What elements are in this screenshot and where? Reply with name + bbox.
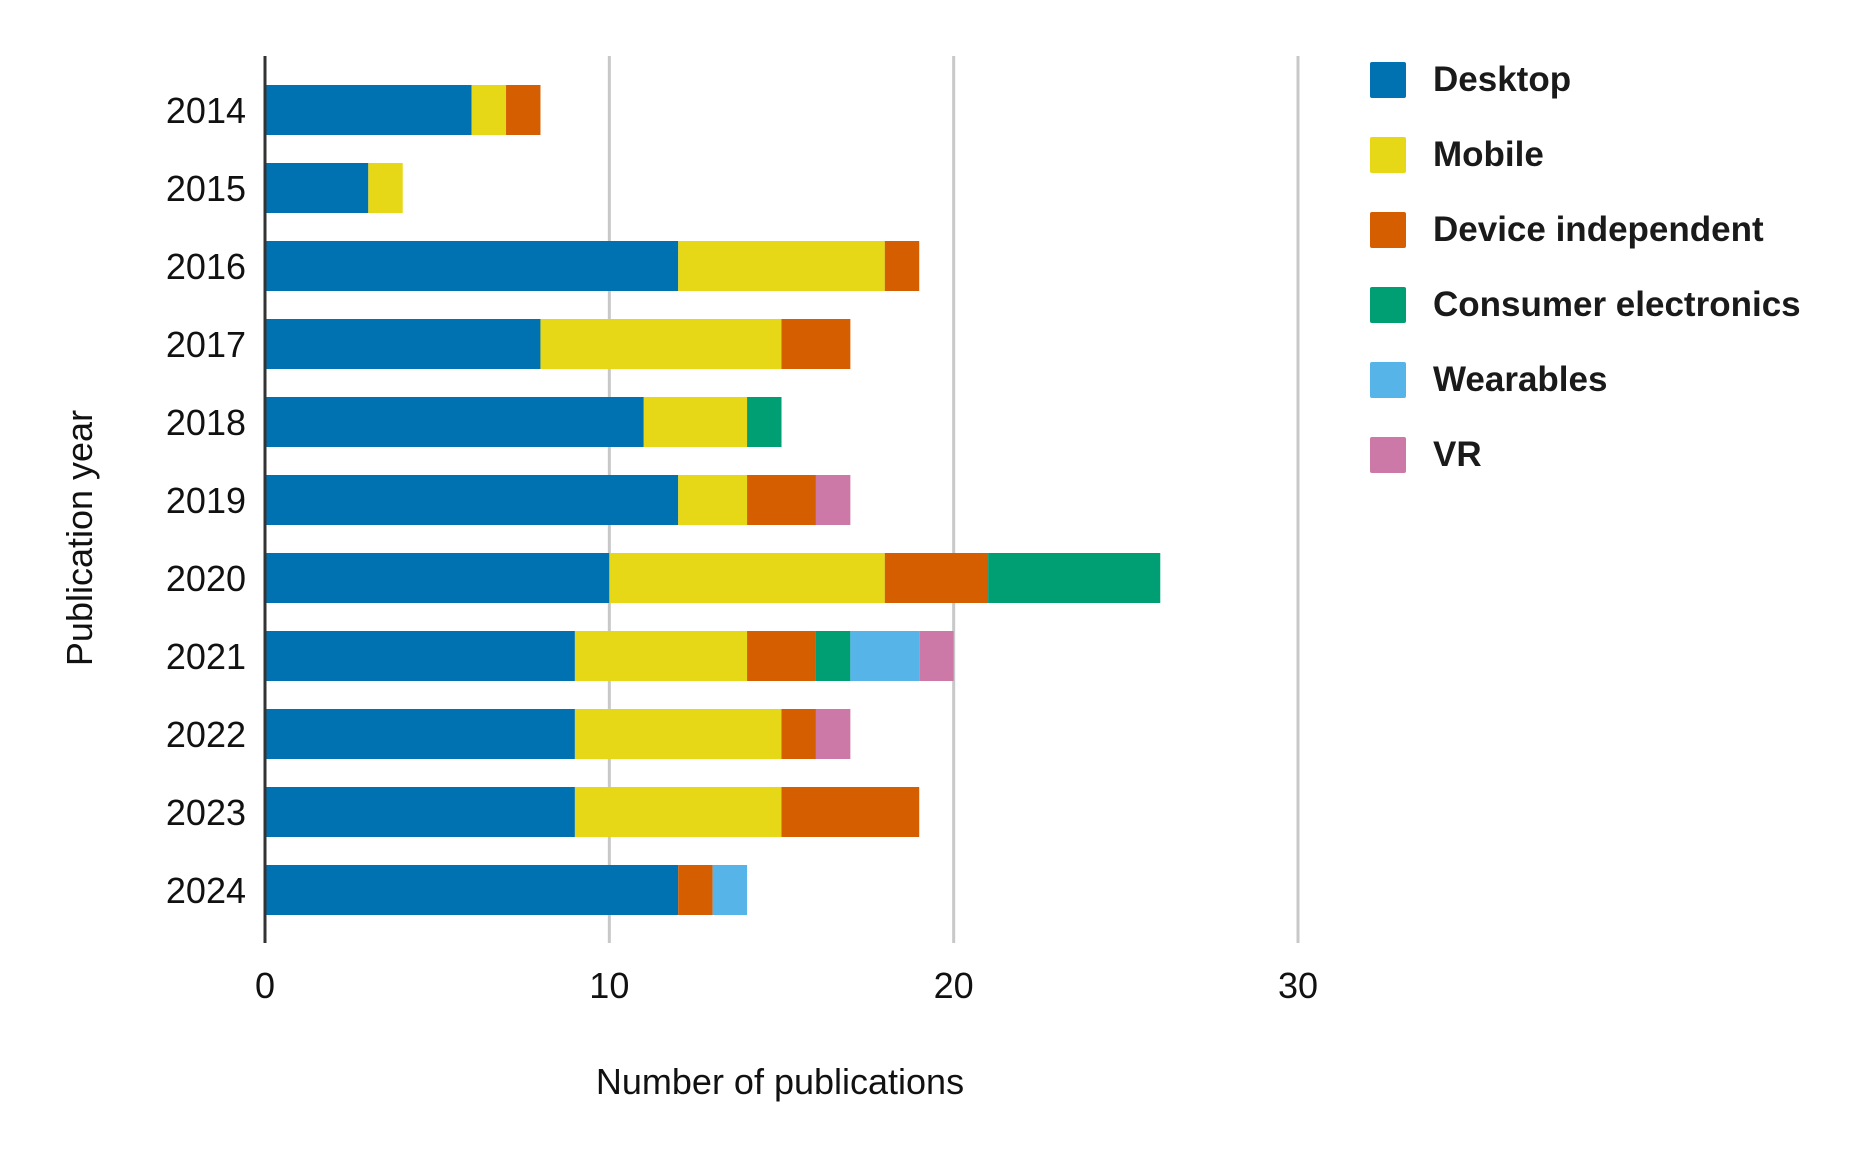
x-tick-label: 0 (255, 965, 275, 1006)
bar-2015-desktop (265, 163, 369, 213)
legend-label-mobile: Mobile (1433, 135, 1544, 174)
legend-swatch-wearables (1370, 362, 1406, 398)
legend-swatch-desktop (1370, 62, 1406, 98)
y-tick-label: 2017 (166, 324, 246, 365)
bar-2019-device-independent (747, 475, 816, 525)
bar-2017-device-independent (781, 319, 851, 369)
x-tick-label: 30 (1278, 965, 1318, 1006)
legend-label-wearables: Wearables (1433, 360, 1607, 399)
bar-2017-mobile (540, 319, 782, 369)
axes: 2014 2015 2016 2017 2018 2019 2020 2021 2022 2023… (166, 56, 1318, 1006)
bar-2018-desktop (265, 397, 644, 447)
x-tick-label: 10 (589, 965, 629, 1006)
y-tick-label: 2022 (166, 714, 246, 755)
bar-2021-desktop (265, 631, 575, 681)
bar-2024-desktop (265, 865, 679, 915)
y-tick-label: 2023 (166, 792, 246, 833)
bar-2020-desktop (265, 553, 610, 603)
bar-2023-desktop (265, 787, 575, 837)
bar-2023-mobile (574, 787, 782, 837)
y-tick-label: 2020 (166, 558, 246, 599)
x-tick-label: 20 (934, 965, 974, 1006)
y-tick-label: 2016 (166, 246, 246, 287)
bar-2021-device-independent (747, 631, 816, 681)
legend-label-desktop: Desktop (1433, 60, 1571, 99)
bar-2021-vr (919, 631, 954, 681)
bar-2020-consumer-electronics (988, 553, 1161, 603)
bar-2020-mobile (609, 553, 885, 603)
bar-2019-vr (815, 475, 851, 525)
bar-2020-device-independent (884, 553, 989, 603)
bar-2015-mobile (368, 163, 403, 213)
bar-2017-desktop (265, 319, 541, 369)
bar-2024-wearables (712, 865, 748, 915)
bar-2024-device-independent (678, 865, 713, 915)
bar-2016-desktop (265, 241, 679, 291)
bar-2016-mobile (678, 241, 885, 291)
legend-label-device-independent: Device independent (1433, 210, 1764, 249)
bar-2016-device-independent (884, 241, 920, 291)
bar-2022-device-independent (781, 709, 816, 759)
bar-2014-desktop (265, 85, 472, 135)
legend-swatch-device-independent (1370, 212, 1406, 248)
bar-2021-mobile (574, 631, 748, 681)
bars (265, 85, 1161, 915)
y-tick-label: 2018 (166, 402, 246, 443)
legend-label-vr: VR (1433, 435, 1482, 474)
bar-2018-consumer-electronics (747, 397, 782, 447)
legend: Desktop Mobile Device independent Consumer … (1370, 60, 1801, 474)
x-axis-title: Number of publications (596, 1061, 964, 1102)
bar-2018-mobile (643, 397, 748, 447)
legend-label-consumer-electronics: Consumer electronics (1433, 285, 1801, 324)
bar-2022-vr (815, 709, 851, 759)
y-tick-label: 2014 (166, 90, 246, 131)
legend-swatch-vr (1370, 437, 1406, 473)
bar-2019-mobile (678, 475, 748, 525)
y-axis-title: Publication year (59, 410, 100, 666)
legend-swatch-mobile (1370, 137, 1406, 173)
bar-2014-mobile (471, 85, 507, 135)
y-tick-label: 2019 (166, 480, 246, 521)
bar-2022-desktop (265, 709, 575, 759)
y-tick-label: 2021 (166, 636, 246, 677)
bar-2023-device-independent (781, 787, 920, 837)
bar-2019-desktop (265, 475, 679, 525)
bar-2021-wearables (850, 631, 920, 681)
y-tick-label: 2024 (166, 870, 246, 911)
y-tick-label: 2015 (166, 168, 246, 209)
bar-2021-consumer-electronics (815, 631, 851, 681)
bar-2014-device-independent (506, 85, 541, 135)
legend-swatch-consumer-electronics (1370, 287, 1406, 323)
bar-2022-mobile (574, 709, 782, 759)
